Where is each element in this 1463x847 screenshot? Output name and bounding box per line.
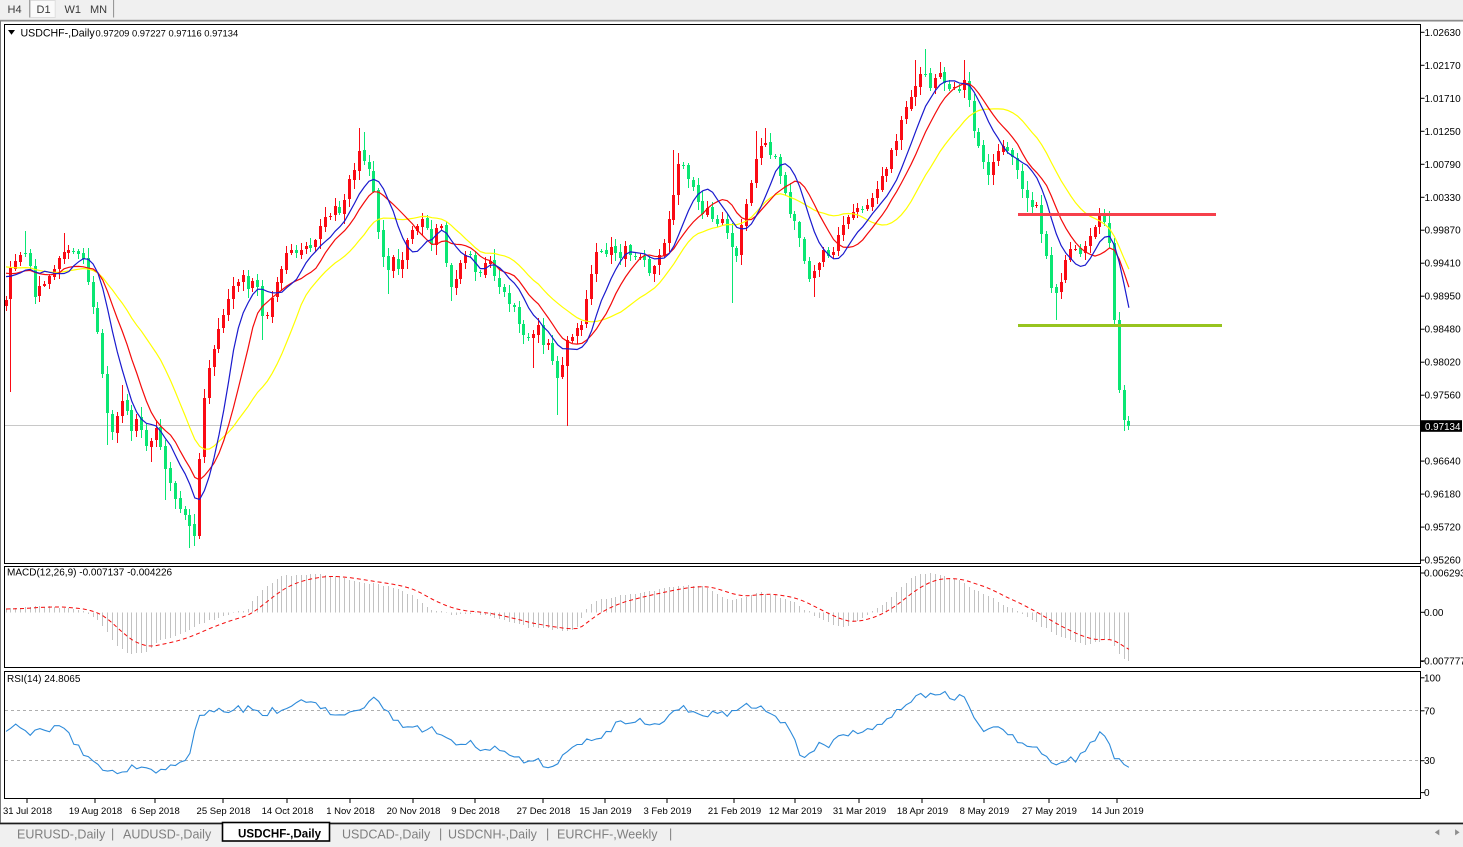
svg-text:0.97560: 0.97560 [1425,391,1462,402]
svg-text:0.006293: 0.006293 [1424,569,1463,580]
svg-text:9 Dec 2018: 9 Dec 2018 [451,806,500,817]
svg-text:15 Jan 2019: 15 Jan 2019 [579,806,631,817]
svg-text:AUDUSD-,Daily: AUDUSD-,Daily [123,828,212,842]
svg-text:1.01250: 1.01250 [1425,127,1462,138]
svg-text:30: 30 [1424,756,1436,767]
svg-text:70: 70 [1424,706,1436,717]
svg-text:D1: D1 [37,4,51,16]
svg-text:100: 100 [1424,673,1441,684]
svg-text:1.00790: 1.00790 [1425,160,1462,171]
svg-text:0.96180: 0.96180 [1425,490,1462,501]
svg-text:0: 0 [1424,788,1430,799]
svg-text:MACD(12,26,9) -0.007137 -0.004: MACD(12,26,9) -0.007137 -0.004226 [7,568,173,579]
svg-text:EURCHF-,Weekly: EURCHF-,Weekly [557,828,658,842]
svg-text:|: | [111,827,114,841]
svg-text:1.02630: 1.02630 [1425,28,1462,39]
svg-text:USDCHF-,Daily: USDCHF-,Daily [238,828,322,841]
svg-text:EURUSD-,Daily: EURUSD-,Daily [17,828,106,842]
svg-text:MN: MN [90,4,107,16]
svg-text:21 Feb 2019: 21 Feb 2019 [708,806,761,817]
svg-text:0.97134: 0.97134 [1425,422,1461,433]
svg-text:6 Sep 2018: 6 Sep 2018 [131,806,180,817]
svg-text:0.95260: 0.95260 [1425,556,1462,567]
svg-text:USDCNH-,Daily: USDCNH-,Daily [448,828,538,842]
svg-text:14 Oct 2018: 14 Oct 2018 [262,806,314,817]
svg-text:1 Nov 2018: 1 Nov 2018 [326,806,375,817]
svg-text:27 Dec 2018: 27 Dec 2018 [517,806,571,817]
svg-text:0.98020: 0.98020 [1425,358,1462,369]
svg-text:27 May 2019: 27 May 2019 [1022,806,1077,817]
svg-text:3 Feb 2019: 3 Feb 2019 [643,806,691,817]
svg-text:|: | [546,827,549,841]
svg-text:|: | [439,827,442,841]
svg-text:31 Mar 2019: 31 Mar 2019 [833,806,886,817]
svg-text:H4: H4 [8,4,22,16]
svg-text:0.99410: 0.99410 [1425,259,1462,270]
svg-text:20 Nov 2018: 20 Nov 2018 [387,806,441,817]
svg-text:|: | [669,827,672,841]
svg-text:W1: W1 [65,4,82,16]
svg-text:RSI(14) 24.8065: RSI(14) 24.8065 [7,674,81,685]
svg-text:USDCHF-,Daily: USDCHF-,Daily [21,28,96,40]
svg-text:0.98480: 0.98480 [1425,325,1462,336]
svg-text:0.99870: 0.99870 [1425,226,1462,237]
svg-text:14 Jun 2019: 14 Jun 2019 [1091,806,1143,817]
svg-text:USDCAD-,Daily: USDCAD-,Daily [342,828,431,842]
svg-text:0.98950: 0.98950 [1425,292,1462,303]
svg-text:18 Apr 2019: 18 Apr 2019 [897,806,948,817]
svg-text:31 Jul 2018: 31 Jul 2018 [3,806,52,817]
svg-text:1.02170: 1.02170 [1425,61,1462,72]
svg-text:0.95720: 0.95720 [1425,523,1462,534]
svg-text:19 Aug 2018: 19 Aug 2018 [69,806,122,817]
svg-text:0.96640: 0.96640 [1425,457,1462,468]
svg-text:1.00330: 1.00330 [1425,193,1462,204]
svg-text:8 May 2019: 8 May 2019 [960,806,1010,817]
svg-text:0.97209 0.97227 0.97116 0.9713: 0.97209 0.97227 0.97116 0.97134 [96,28,239,39]
svg-text:12 Mar 2019: 12 Mar 2019 [769,806,822,817]
svg-text:0.00: 0.00 [1424,608,1444,619]
svg-text:-0.007777: -0.007777 [1421,656,1463,667]
svg-text:1.01710: 1.01710 [1425,94,1462,105]
svg-text:25 Sep 2018: 25 Sep 2018 [197,806,251,817]
